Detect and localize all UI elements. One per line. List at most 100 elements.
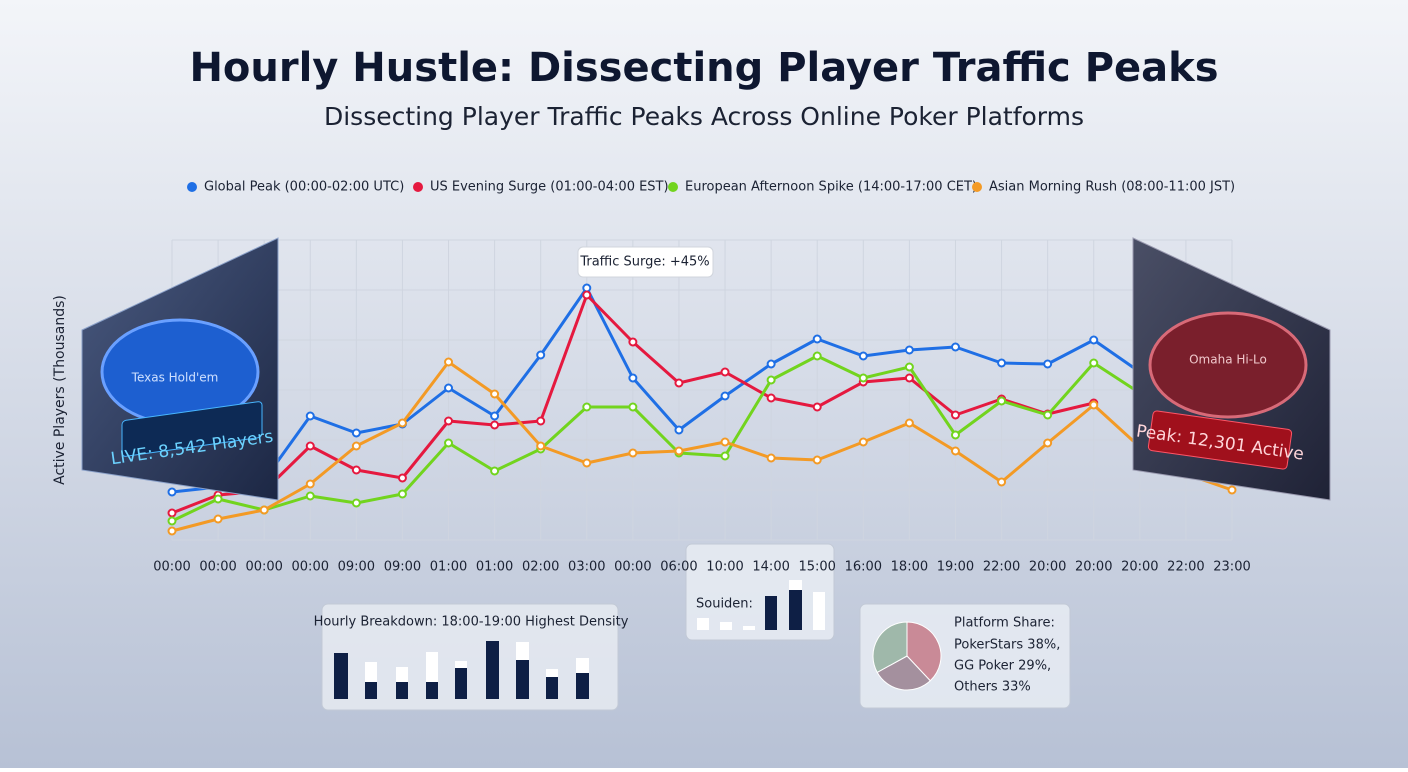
x-tick-label: 00:00 <box>199 560 236 575</box>
point <box>858 351 868 361</box>
point <box>628 448 638 458</box>
x-tick-label: 00:00 <box>153 560 190 575</box>
point <box>720 451 730 461</box>
point <box>351 465 361 475</box>
point <box>444 383 454 393</box>
point <box>950 410 960 420</box>
point <box>490 411 500 421</box>
point <box>720 437 730 447</box>
point <box>1043 410 1053 420</box>
platform-card: Platform Share: PokerStars 38%, GG Poker … <box>859 603 1071 709</box>
point <box>305 411 315 421</box>
x-tick-label: 16:00 <box>845 560 882 575</box>
pie-slice <box>876 655 931 691</box>
legend-label: Asian Morning Rush (08:00-11:00 JST) <box>989 180 1235 195</box>
point <box>1043 438 1053 448</box>
x-tick-label: 06:00 <box>660 560 697 575</box>
point <box>397 473 407 483</box>
x-tick-label: 01:00 <box>476 560 513 575</box>
annotation: Traffic Surge: +45% <box>579 255 709 270</box>
card-title: Souiden: <box>696 597 753 612</box>
point <box>766 375 776 385</box>
point <box>444 438 454 448</box>
x-tick-label: 23:00 <box>1213 560 1250 575</box>
legend-marker <box>187 182 197 192</box>
point <box>904 373 914 383</box>
point <box>812 455 822 465</box>
point <box>305 441 315 451</box>
point <box>305 479 315 489</box>
point <box>628 402 638 412</box>
point <box>167 508 177 518</box>
point <box>720 367 730 377</box>
point <box>536 416 546 426</box>
point <box>536 441 546 451</box>
card-title: Platform Share: <box>954 616 1055 631</box>
legend-label: Global Peak (00:00-02:00 UTC) <box>204 180 404 195</box>
point <box>1089 400 1099 410</box>
point <box>536 350 546 360</box>
x-tick-label: 09:00 <box>338 560 375 575</box>
left-panel: Texas Hold'em LIVE: 8,542 Players <box>81 237 279 501</box>
point <box>720 391 730 401</box>
pie-slice <box>872 621 908 674</box>
x-tick-label: 19:00 <box>937 560 974 575</box>
panel-title: Omaha Hi-Lo <box>1189 353 1267 367</box>
point <box>305 491 315 501</box>
point <box>259 505 269 515</box>
point <box>628 373 638 383</box>
point <box>1089 335 1099 345</box>
point <box>904 362 914 372</box>
series <box>167 351 1145 526</box>
point <box>950 446 960 456</box>
point <box>351 428 361 438</box>
point <box>490 466 500 476</box>
panel-title: Texas Hold'em <box>131 371 219 385</box>
line <box>171 286 1141 494</box>
point <box>1227 485 1237 495</box>
point <box>858 437 868 447</box>
breakdown-card: Hourly Breakdown: 18:00-19:00 Highest De… <box>314 603 629 711</box>
right-panel: Omaha Hi-Lo Peak: 12,301 Active <box>1132 237 1331 501</box>
point <box>674 425 684 435</box>
x-tick-label: 00:00 <box>292 560 329 575</box>
point <box>582 402 592 412</box>
point <box>812 351 822 361</box>
point <box>812 334 822 344</box>
x-tick-label: 14:00 <box>752 560 789 575</box>
legend-label: US Evening Surge (01:00-04:00 EST) <box>430 180 669 195</box>
pie-label: GG Poker 29%, <box>954 659 1051 674</box>
series <box>167 357 1237 536</box>
point <box>858 373 868 383</box>
x-tick-label: 18:00 <box>891 560 928 575</box>
point <box>167 487 177 497</box>
point <box>766 359 776 369</box>
legend-label: European Afternoon Spike (14:00-17:00 CE… <box>685 180 977 195</box>
pie-label: PokerStars 38%, <box>954 638 1060 653</box>
pie-slice <box>906 621 942 682</box>
point <box>351 498 361 508</box>
point <box>812 402 822 412</box>
point <box>167 526 177 536</box>
point <box>1089 358 1099 368</box>
point <box>351 441 361 451</box>
point <box>674 446 684 456</box>
x-tick-label: 09:00 <box>384 560 421 575</box>
x-tick-label: 00:00 <box>614 560 651 575</box>
point <box>766 453 776 463</box>
legend-marker <box>972 182 982 192</box>
y-axis-label: Active Players (Thousands) <box>52 295 68 485</box>
point <box>904 345 914 355</box>
point <box>397 489 407 499</box>
x-tick-label: 10:00 <box>706 560 743 575</box>
point <box>904 418 914 428</box>
point <box>950 430 960 440</box>
x-tick-label: 20:00 <box>1029 560 1066 575</box>
line <box>171 360 1233 533</box>
series <box>167 290 1099 518</box>
annotation-box <box>577 246 714 278</box>
legend-marker <box>668 182 678 192</box>
legend-marker <box>413 182 423 192</box>
point <box>490 420 500 430</box>
point <box>444 357 454 367</box>
